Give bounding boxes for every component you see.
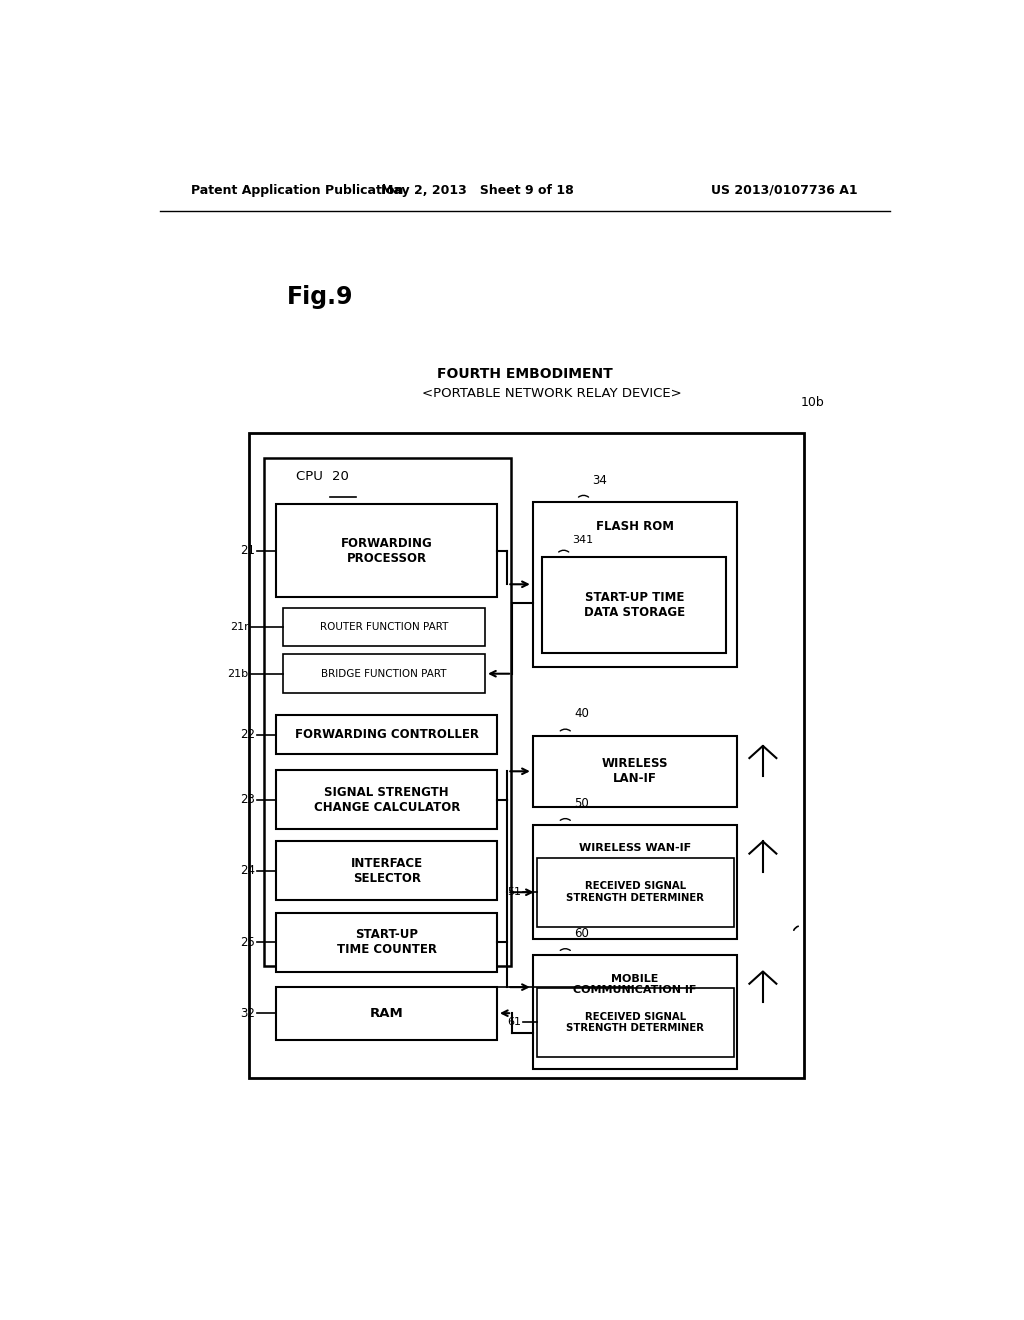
Text: 61: 61 [508, 1018, 521, 1027]
Text: WIRELESS
LAN-IF: WIRELESS LAN-IF [602, 758, 669, 785]
Text: FLASH ROM: FLASH ROM [596, 520, 674, 533]
Bar [532, 735, 737, 807]
Text: 21r: 21r [229, 622, 249, 632]
Text: START-UP TIME
DATA STORAGE: START-UP TIME DATA STORAGE [584, 591, 685, 619]
Text: RAM: RAM [370, 1007, 403, 1019]
Text: Fig.9: Fig.9 [287, 285, 353, 309]
Text: FOURTH EMBODIMENT: FOURTH EMBODIMENT [437, 367, 612, 380]
Text: 23: 23 [240, 793, 255, 807]
Bar [543, 557, 726, 653]
Text: RECEIVED SIGNAL
STRENGTH DETERMINER: RECEIVED SIGNAL STRENGTH DETERMINER [566, 882, 705, 903]
Text: FORWARDING CONTROLLER: FORWARDING CONTROLLER [295, 729, 478, 742]
Bar [264, 458, 511, 966]
Text: 20: 20 [332, 470, 349, 483]
Bar [537, 858, 733, 927]
Text: MOBILE
COMMUNICATION IF: MOBILE COMMUNICATION IF [573, 974, 696, 995]
Bar [283, 607, 485, 647]
Bar [276, 912, 497, 972]
Bar [283, 655, 485, 693]
Text: 10b: 10b [801, 396, 824, 409]
Text: 24: 24 [240, 865, 255, 878]
Bar [532, 825, 737, 939]
Text: WIRELESS WAN-IF: WIRELESS WAN-IF [579, 843, 691, 854]
Text: 21b: 21b [227, 669, 249, 678]
Text: BRIDGE FUNCTION PART: BRIDGE FUNCTION PART [322, 669, 446, 678]
Text: 22: 22 [240, 729, 255, 742]
Bar [537, 987, 733, 1057]
Text: ROUTER FUNCTION PART: ROUTER FUNCTION PART [319, 622, 449, 632]
Text: SIGNAL STRENGTH
CHANGE CALCULATOR: SIGNAL STRENGTH CHANGE CALCULATOR [313, 785, 460, 813]
Text: 51: 51 [508, 887, 521, 898]
Bar [276, 504, 497, 598]
Text: 341: 341 [572, 535, 594, 545]
Text: CPU: CPU [296, 470, 332, 483]
Bar [276, 771, 497, 829]
Text: 50: 50 [574, 797, 589, 810]
Text: 60: 60 [574, 927, 589, 940]
Text: Patent Application Publication: Patent Application Publication [191, 183, 403, 197]
Text: <PORTABLE NETWORK RELAY DEVICE>: <PORTABLE NETWORK RELAY DEVICE> [422, 387, 681, 400]
Bar [532, 956, 737, 1069]
Bar [276, 715, 497, 754]
Text: US 2013/0107736 A1: US 2013/0107736 A1 [712, 183, 858, 197]
Text: May 2, 2013   Sheet 9 of 18: May 2, 2013 Sheet 9 of 18 [381, 183, 573, 197]
Text: 21: 21 [240, 544, 255, 557]
Text: START-UP
TIME COUNTER: START-UP TIME COUNTER [337, 928, 436, 956]
Text: 40: 40 [574, 708, 589, 721]
Text: RECEIVED SIGNAL
STRENGTH DETERMINER: RECEIVED SIGNAL STRENGTH DETERMINER [566, 1011, 705, 1034]
Text: FORWARDING
PROCESSOR: FORWARDING PROCESSOR [341, 537, 432, 565]
Text: 34: 34 [592, 474, 607, 487]
Bar [249, 433, 804, 1078]
Bar [532, 502, 737, 667]
Text: 25: 25 [240, 936, 255, 949]
Text: INTERFACE
SELECTOR: INTERFACE SELECTOR [350, 857, 423, 884]
Bar [276, 841, 497, 900]
Bar [276, 987, 497, 1040]
Text: 32: 32 [240, 1007, 255, 1019]
